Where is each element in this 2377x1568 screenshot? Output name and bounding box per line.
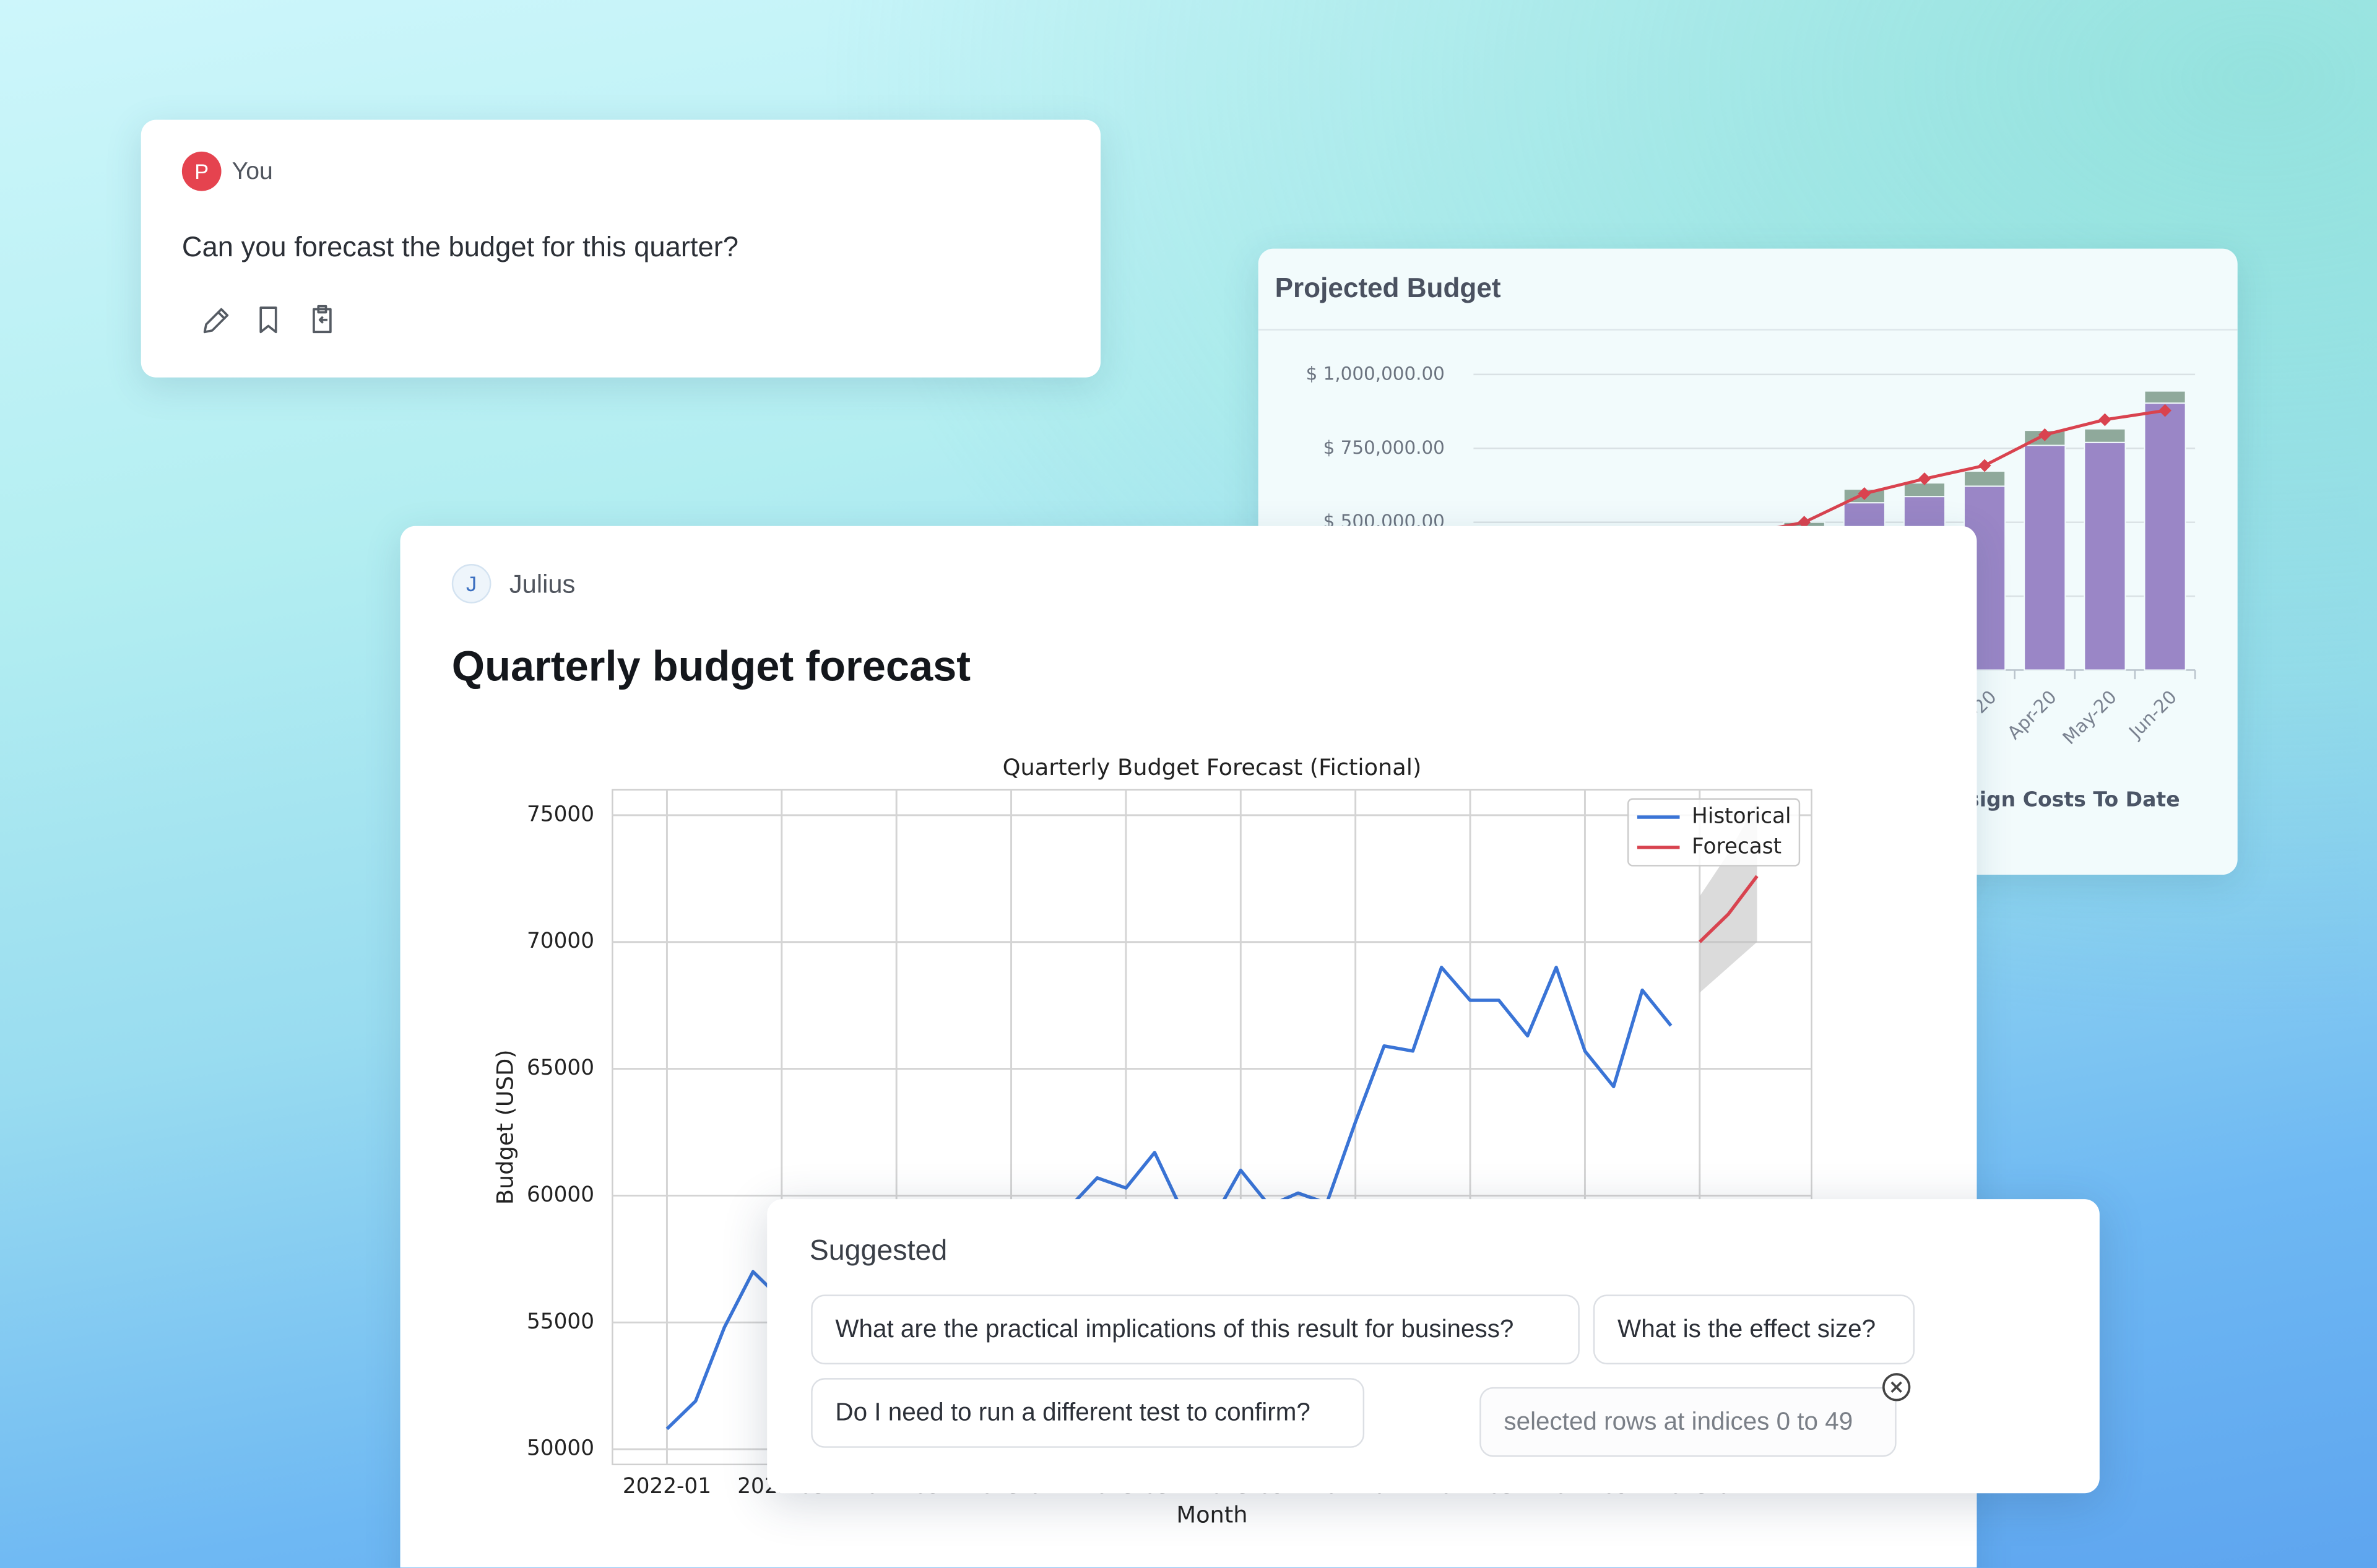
y-axis-title: Budget (USD) [491, 1049, 518, 1205]
card-divider [1258, 329, 2238, 331]
response-heading: Quarterly budget forecast [451, 643, 971, 690]
x-tick-label: Jun-20 [2124, 687, 2181, 743]
edit-icon[interactable] [203, 308, 229, 334]
x-tick-label: Apr-20 [2003, 687, 2061, 744]
legend-label: Historical [1692, 804, 1791, 829]
close-button[interactable] [1880, 1371, 1913, 1404]
legend-label: Forecast [1692, 834, 1782, 859]
suggestion-chip[interactable]: What is the effect size? [1593, 1294, 1915, 1365]
y-tick-label: 55000 [527, 1309, 594, 1334]
trend-marker [1858, 487, 1871, 500]
user-question: Can you forecast the budget for this qua… [181, 230, 738, 262]
bar [2084, 428, 2126, 443]
y-tick-label: 60000 [527, 1182, 594, 1207]
user-avatar: P [181, 151, 222, 191]
x-tick-label: May-20 [2059, 687, 2121, 749]
trend-marker [1978, 459, 1991, 472]
y-tick-label: 50000 [527, 1436, 594, 1461]
assistant-avatar: J [451, 564, 491, 604]
y-tick-label: 70000 [527, 929, 594, 953]
bar [2084, 441, 2126, 671]
card-title: Projected Budget [1275, 272, 1501, 303]
x-tick-label: 2022-01 [623, 1474, 711, 1499]
assistant-name: Julius [509, 570, 576, 599]
context-pill: selected rows at indices 0 to 49 [1479, 1387, 1897, 1457]
y-tick-label: 75000 [527, 802, 594, 826]
copy-icon[interactable] [313, 305, 332, 334]
message-actions [203, 305, 332, 334]
bookmark-icon[interactable] [259, 306, 277, 334]
x-axis-title: Design Costs To Date [1936, 787, 2180, 812]
user-message-card: P You Can you forecast the budget for th… [141, 119, 1101, 378]
data-line [1698, 875, 1759, 943]
y-tick-label: $ 750,000.00 [1323, 437, 1445, 458]
trend-marker [2098, 413, 2111, 427]
user-name: You [232, 159, 273, 185]
y-tick-label: 65000 [527, 1055, 594, 1080]
suggestion-chip[interactable]: Do I need to run a different test to con… [811, 1378, 1365, 1448]
bar [1964, 470, 2006, 487]
bar [2144, 390, 2186, 404]
y-tick-label: $ 1,000,000.00 [1306, 363, 1445, 384]
bar [2024, 444, 2066, 671]
response-card: J Julius Quarterly budget forecast 50000… [400, 526, 1977, 1568]
bar [2144, 402, 2186, 671]
suggested-title: Suggested [809, 1235, 948, 1268]
suggestion-chip[interactable]: What are the practical implications of t… [811, 1294, 1580, 1365]
chart-title: Quarterly Budget Forecast (Fictional) [1003, 754, 1422, 781]
x-axis-title: Month [1176, 1501, 1247, 1528]
suggested-panel: Suggested What are the practical implica… [767, 1199, 2100, 1494]
